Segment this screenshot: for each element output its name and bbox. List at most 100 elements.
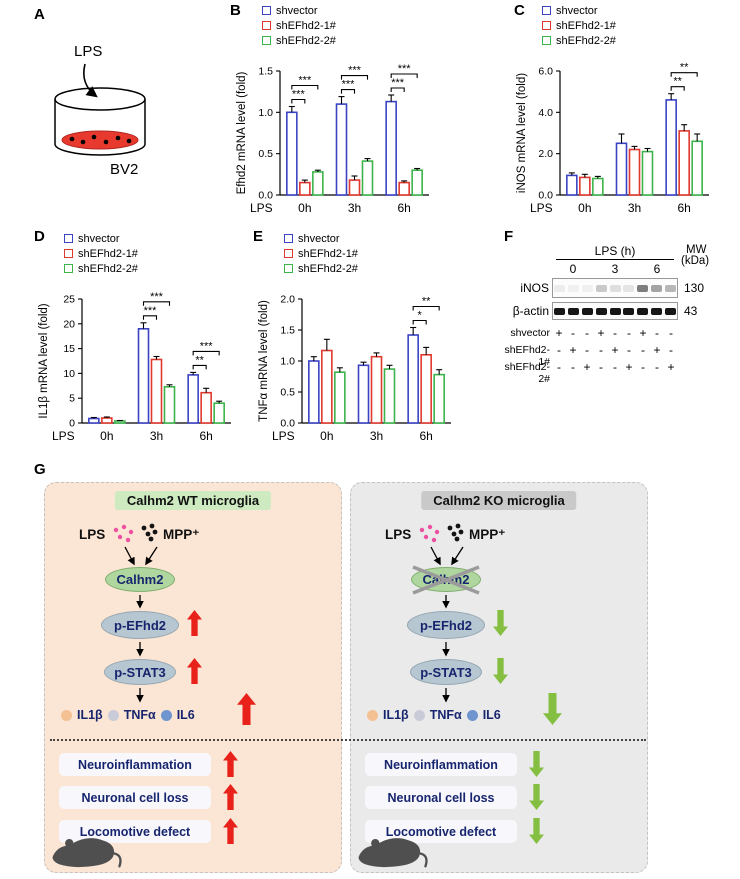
blot-lane xyxy=(663,303,677,319)
protein-band xyxy=(637,284,649,292)
blot-sign: - xyxy=(641,343,645,357)
p-efhd2-node: p-EFhd2 xyxy=(101,611,179,639)
outcome-locomotive-defect: Locomotive defect xyxy=(59,820,211,843)
panel-label-c: C xyxy=(514,2,525,19)
cell-dots xyxy=(69,134,132,145)
blot-sign: - xyxy=(571,326,575,340)
blot-sign: - xyxy=(613,360,617,374)
blot-sign: - xyxy=(571,360,575,374)
down-arrow-icon xyxy=(529,818,544,844)
blot-protein-label: β-actin xyxy=(512,304,549,318)
blot-sign: - xyxy=(599,343,603,357)
svg-text:***: *** xyxy=(150,291,164,303)
down-arrow-icon xyxy=(493,658,508,684)
blot-lane xyxy=(622,279,636,297)
legend-swatch xyxy=(284,264,293,273)
protein-band xyxy=(568,284,580,292)
legend-series-label: shvector xyxy=(556,4,598,17)
blot-sign: + xyxy=(625,360,633,374)
svg-text:IL1β mRNA level (fold): IL1β mRNA level (fold) xyxy=(38,303,50,418)
il6-label: IL6 xyxy=(176,708,195,722)
protein-band xyxy=(609,284,621,292)
svg-text:***: *** xyxy=(348,65,362,77)
blot-sign: - xyxy=(557,343,561,357)
mouse-icon xyxy=(52,838,122,868)
svg-text:LPS: LPS xyxy=(52,429,75,443)
il1b-dot xyxy=(367,709,378,721)
neuroinflammation-trend-arrow xyxy=(223,751,238,777)
tnfa-label: TNFα xyxy=(123,708,156,722)
protein-band xyxy=(609,307,621,315)
svg-text:***: *** xyxy=(292,89,306,101)
svg-text:0h: 0h xyxy=(100,429,113,443)
blot-condition-label: shEFhd2-2# xyxy=(504,361,550,385)
svg-text:*: * xyxy=(418,310,423,322)
blot-sign: + xyxy=(667,360,675,374)
chart-plot: iNOS mRNA level (fold) 0.0 2.0 4.0 6.0 ** ** LP… xyxy=(514,49,722,226)
svg-text:LPS: LPS xyxy=(250,201,273,215)
blot-sign: + xyxy=(597,326,605,340)
legend-item: shvector xyxy=(64,232,244,245)
mpp-particles-icon xyxy=(141,523,158,542)
il1b-label: IL1β xyxy=(77,708,103,722)
protein-band xyxy=(554,284,566,292)
protein-band xyxy=(650,284,662,292)
up-arrow-icon xyxy=(223,751,238,777)
blot-lane-labels: 0 3 6 xyxy=(498,262,740,276)
il6-dot xyxy=(466,709,478,721)
legend-swatch xyxy=(262,36,271,45)
chart-legend: shvector shEFhd2-1# shEFhd2-2# xyxy=(262,4,442,47)
svg-text:6.0: 6.0 xyxy=(538,66,553,78)
locomotive-defect-trend-arrow xyxy=(223,818,238,844)
lps-label: LPS xyxy=(385,527,412,542)
legend-series-label: shvector xyxy=(78,232,120,245)
wt-title: Calhm2 WT microglia xyxy=(114,491,272,510)
svg-text:20: 20 xyxy=(63,318,75,330)
blot-band-box xyxy=(552,278,678,298)
p-stat3-node: p-STAT3 xyxy=(410,659,482,685)
bar-chart-svg: iNOS mRNA level (fold) 0.0 2.0 4.0 6.0 ** ** LP… xyxy=(516,62,709,215)
bv2-dish-illustration: LPS BV2 xyxy=(54,43,146,178)
chart-legend: shvector shEFhd2-1# shEFhd2-2# xyxy=(542,4,722,47)
p-efhd2-node: p-EFhd2 xyxy=(407,611,485,639)
svg-text:3h: 3h xyxy=(370,429,383,443)
svg-text:0h: 0h xyxy=(320,429,333,443)
up-arrow-icon xyxy=(223,818,238,844)
blot-lane xyxy=(608,279,622,297)
mpp-particles-icon xyxy=(447,523,464,542)
legend-series-label: shvector xyxy=(276,4,318,17)
svg-text:0: 0 xyxy=(69,418,75,430)
cytokines-trend-arrow xyxy=(543,693,562,725)
svg-text:0h: 0h xyxy=(298,201,311,215)
protein-band xyxy=(664,307,676,315)
svg-text:3h: 3h xyxy=(628,201,641,215)
tnfa-label: TNFα xyxy=(429,708,462,722)
outcome-locomotive-defect: Locomotive defect xyxy=(365,820,517,843)
blot-sign: - xyxy=(599,360,603,374)
legend-swatch xyxy=(284,249,293,258)
svg-text:LPS: LPS xyxy=(530,201,553,215)
blot-sign: + xyxy=(653,343,661,357)
legend-series-label: shvector xyxy=(298,232,340,245)
legend-series-label: shEFhd2-2# xyxy=(78,262,138,275)
p-stat3-trend-arrow xyxy=(493,658,508,684)
bar-chart-svg: IL1β mRNA level (fold)0510152025********… xyxy=(38,291,231,443)
legend-series-label: shEFhd2-1# xyxy=(298,247,358,260)
blot-treatment-underline xyxy=(556,259,674,260)
svg-text:3h: 3h xyxy=(348,201,361,215)
legend-swatch xyxy=(542,21,551,30)
dish-rim xyxy=(54,87,146,111)
svg-text:LPS: LPS xyxy=(272,429,295,443)
svg-text:0.0: 0.0 xyxy=(258,190,273,202)
chart-plot: TNFα mRNA level (fold) 0.0 0.5 1.0 1.5 2.0 * **… xyxy=(256,277,464,454)
panel-label-e: E xyxy=(253,228,264,245)
chart-tnfa-mrna: shvector shEFhd2-1# shEFhd2-2# TNFα mRNA l… xyxy=(256,232,464,454)
legend-series-label: shEFhd2-1# xyxy=(78,247,138,260)
protein-band xyxy=(568,307,580,315)
ko-column: Calhm2 KO microglia LPS MPP⁺ xyxy=(350,482,648,873)
il1b-label: IL1β xyxy=(383,708,409,722)
blot-lane xyxy=(608,303,622,319)
svg-text:1.0: 1.0 xyxy=(280,356,295,368)
svg-text:**: ** xyxy=(673,76,682,88)
